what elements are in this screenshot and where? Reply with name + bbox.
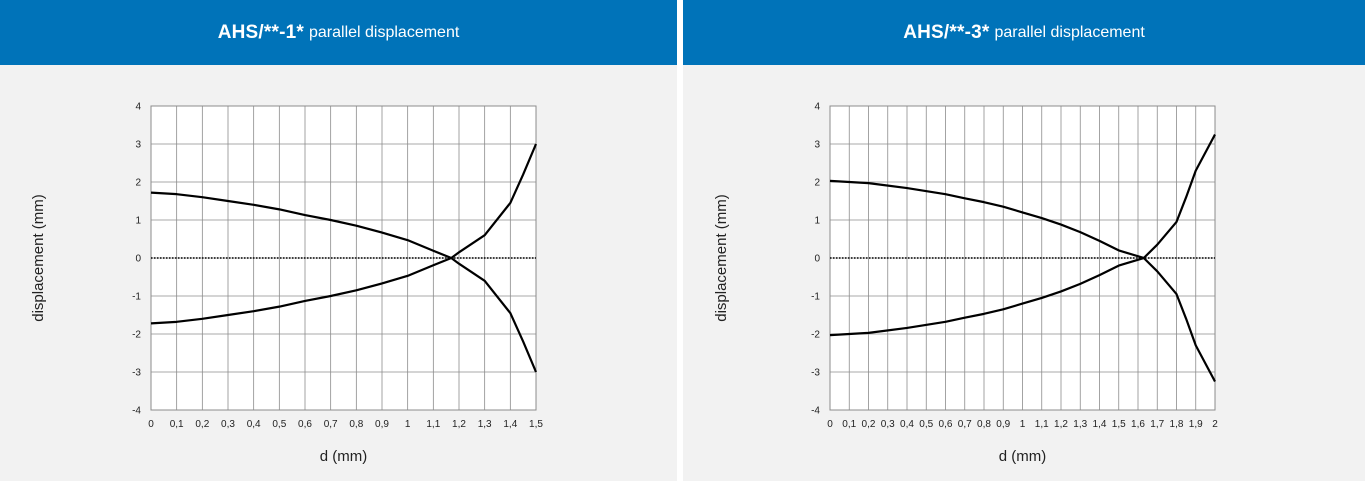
y-axis-label: displacement (mm) bbox=[713, 194, 730, 322]
x-tick-label: 0,2 bbox=[195, 419, 209, 430]
x-tick-label: 0,3 bbox=[221, 419, 235, 430]
x-tick-label: 0,9 bbox=[996, 419, 1010, 430]
x-tick-label: 0,8 bbox=[977, 419, 991, 430]
chart-1-svg: 0 0,1 0,2 0,3 0,4 0,5 0,6 0,7 0,8 0,9 1 1,1 1,2 1,3 1,… bbox=[30, 102, 543, 466]
x-axis-label: d (mm) bbox=[320, 448, 368, 465]
x-tick-label: 0,6 bbox=[939, 419, 953, 430]
series-line-2 bbox=[150, 143, 538, 325]
x-tick-label: 0,5 bbox=[272, 419, 286, 430]
x-tick-label: 0,1 bbox=[170, 419, 184, 430]
x-tick-label: 0,4 bbox=[247, 419, 261, 430]
x-tick-label: 1,5 bbox=[529, 419, 543, 430]
x-tick-label: 1,6 bbox=[1131, 419, 1145, 430]
y-tick-label: 3 bbox=[135, 140, 141, 151]
x-tick-label: 1,3 bbox=[478, 419, 492, 430]
x-tick-label: 1,7 bbox=[1150, 419, 1164, 430]
x-tick-label: 0,6 bbox=[298, 419, 312, 430]
y-tick-label: -2 bbox=[132, 330, 141, 341]
y-axis-label: displacement (mm) bbox=[30, 194, 47, 322]
y-tick-label: -1 bbox=[132, 292, 141, 303]
y-tick-label: -4 bbox=[811, 406, 820, 417]
x-tick-label: 0,8 bbox=[349, 419, 363, 430]
x-axis-label: d (mm) bbox=[999, 448, 1047, 465]
chart-2-svg: 0 0,1 0,2 0,3 0,4 0,5 0,6 0,7 0,8 0,9 1 1,1 1,2 1,3 1,… bbox=[713, 102, 1218, 466]
x-tick-label: 0 bbox=[148, 419, 154, 430]
x-tick-label: 1,9 bbox=[1189, 419, 1203, 430]
x-tick-label: 0,9 bbox=[375, 419, 389, 430]
chart-panel-1: AHS/**-1* parallel displacement 0 0,1 0,2 0… bbox=[0, 0, 677, 481]
x-tick-label: 1,2 bbox=[1054, 419, 1068, 430]
y-tick-label: 0 bbox=[135, 254, 141, 265]
x-tick-label: 0,2 bbox=[862, 419, 876, 430]
chart-body-2: 0 0,1 0,2 0,3 0,4 0,5 0,6 0,7 0,8 0,9 1 1,1 1,2 1,3 1,… bbox=[688, 70, 1360, 476]
y-tick-label: 2 bbox=[135, 178, 141, 189]
chart-body-1: 0 0,1 0,2 0,3 0,4 0,5 0,6 0,7 0,8 0,9 1 1,1 1,2 1,3 1,… bbox=[5, 70, 672, 476]
x-tick-label: 0,3 bbox=[881, 419, 895, 430]
x-tick-label: 0,5 bbox=[919, 419, 933, 430]
series-line-1 bbox=[150, 191, 538, 373]
x-tick-label: 1,4 bbox=[503, 419, 517, 430]
y-tick-label: -3 bbox=[811, 368, 820, 379]
x-tick-label: 1,3 bbox=[1073, 419, 1087, 430]
y-tick-label: 1 bbox=[814, 216, 820, 227]
y-tick-label: -4 bbox=[132, 406, 141, 417]
x-tick-label: 1,2 bbox=[452, 419, 466, 430]
y-tick-label: 1 bbox=[135, 216, 141, 227]
x-tick-label: 0,7 bbox=[958, 419, 972, 430]
y-tick-label: 3 bbox=[814, 140, 820, 151]
x-tick-label: 0,1 bbox=[842, 419, 856, 430]
y-tick-label: 2 bbox=[814, 178, 820, 189]
chart-title-1: AHS/**-1* bbox=[217, 21, 304, 43]
series-line-2 bbox=[829, 133, 1216, 337]
x-tick-label: 2 bbox=[1212, 419, 1218, 430]
chart-subtitle-2: parallel displacement bbox=[994, 23, 1145, 41]
chart-panel-2: AHS/**-3* parallel displacement 0 0,1 0,2 0… bbox=[683, 0, 1365, 481]
x-tick-label: 1 bbox=[1020, 419, 1026, 430]
y-tick-label: -1 bbox=[811, 292, 820, 303]
chart-subtitle-1: parallel displacement bbox=[308, 23, 460, 41]
chart-title-2: AHS/**-3* bbox=[903, 21, 990, 43]
x-tick-label: 0,4 bbox=[900, 419, 914, 430]
x-tick-label: 1,8 bbox=[1170, 419, 1184, 430]
x-tick-label: 1 bbox=[405, 419, 411, 430]
x-tick-label: 1,1 bbox=[426, 419, 440, 430]
y-tick-label: 4 bbox=[814, 102, 820, 113]
series-line-1 bbox=[829, 179, 1216, 383]
x-tick-label: 1,4 bbox=[1093, 419, 1107, 430]
y-tick-label: 4 bbox=[135, 102, 141, 113]
y-tick-label: -2 bbox=[811, 330, 820, 341]
x-tick-label: 0,7 bbox=[324, 419, 338, 430]
y-tick-label: -3 bbox=[132, 368, 141, 379]
chart-header-1: AHS/**-1* parallel displacement bbox=[0, 0, 677, 65]
y-tick-label: 0 bbox=[814, 254, 820, 265]
x-tick-label: 0 bbox=[827, 419, 833, 430]
x-tick-label: 1,1 bbox=[1035, 419, 1049, 430]
chart-header-2: AHS/**-3* parallel displacement bbox=[683, 0, 1365, 65]
x-tick-label: 1,5 bbox=[1112, 419, 1126, 430]
